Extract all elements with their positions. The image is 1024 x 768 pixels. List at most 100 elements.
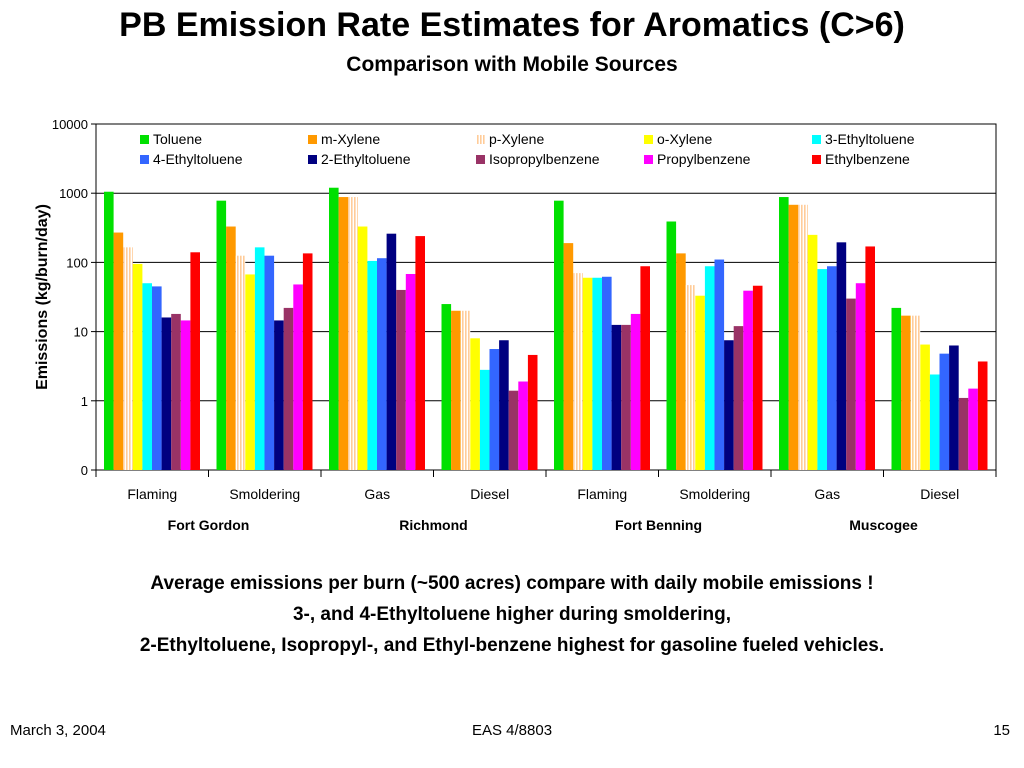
y-tick-label: 10000: [52, 117, 88, 132]
bar: [621, 324, 631, 470]
bar: [910, 315, 921, 470]
bar: [640, 266, 650, 470]
bar: [348, 197, 358, 470]
x-tick-label: Smoldering: [679, 486, 750, 502]
bar: [554, 200, 564, 470]
bar: [827, 266, 837, 470]
bar: [836, 242, 847, 470]
x-tick-label: Flaming: [127, 486, 177, 502]
bar: [441, 304, 452, 470]
bar: [676, 253, 686, 470]
group-label: Fort Gordon: [168, 517, 250, 533]
bar: [666, 221, 677, 470]
bar: [563, 243, 574, 470]
y-tick-label: 1: [81, 394, 88, 409]
legend-label: Toluene: [153, 131, 202, 147]
legend-label: o-Xylene: [657, 131, 712, 147]
x-axis-ticks: Flaming Smoldering Gas Diesel Flaming Smolder…: [95, 470, 997, 533]
note-line: 2-Ethyltoluene, Isopropyl-, and Ethyl-be…: [139, 635, 885, 656]
bar: [180, 320, 191, 470]
bar: [695, 295, 705, 470]
bar: [235, 255, 246, 470]
slide-title: PB Emission Rate Estimates for Aromatics…: [119, 6, 905, 44]
legend-swatch: [308, 155, 317, 164]
legend-label: Propylbenzene: [657, 151, 751, 167]
x-tick-label: Diesel: [470, 486, 509, 502]
bar: [592, 277, 602, 470]
bar: [733, 326, 744, 470]
bar: [920, 344, 930, 470]
bar: [405, 273, 416, 470]
bar: [714, 259, 725, 470]
bar: [377, 258, 387, 470]
bar: [929, 374, 940, 470]
bar: [451, 310, 461, 470]
bar: [724, 340, 734, 470]
bar: [977, 361, 988, 470]
y-axis-label: Emissions (kg/burn/day): [34, 204, 51, 390]
legend-label: Isopropylbenzene: [489, 151, 600, 167]
footer-date: March 3, 2004: [10, 722, 106, 739]
note-line: Average emissions per burn (~500 acres) …: [150, 573, 874, 594]
bar: [226, 226, 236, 470]
x-tick-label: Flaming: [577, 486, 627, 502]
bar: [788, 204, 799, 470]
bar: [958, 397, 969, 470]
bar: [190, 252, 200, 470]
bar: [968, 388, 978, 470]
bar: [817, 269, 827, 470]
bar: [527, 354, 538, 470]
group-label: Muscogee: [849, 517, 918, 533]
bar: [602, 276, 612, 470]
bar: [752, 285, 763, 470]
bar: [891, 307, 902, 470]
legend-label: p-Xylene: [489, 131, 544, 147]
bar: [489, 349, 500, 470]
bar: [245, 274, 255, 470]
footer-page-number: 15: [993, 722, 1010, 739]
bar: [329, 187, 339, 471]
y-axis-ticks: 0 1 10 100 1000 10000: [52, 117, 96, 478]
note-line: 3-, and 4-Ethyltoluene higher during smo…: [292, 604, 732, 625]
bar: [846, 298, 856, 470]
y-tick-label: 10: [74, 325, 88, 340]
bar: [855, 283, 866, 470]
bar: [283, 307, 294, 470]
bar: [779, 197, 789, 470]
notes: Average emissions per burn (~500 acres) …: [0, 568, 1024, 661]
bar: [611, 324, 622, 470]
x-tick-label: Gas: [364, 486, 390, 502]
bar: [274, 320, 284, 470]
bar: [171, 313, 181, 470]
emissions-chart: 0 1 10 100 1000 10000 Flaming Smoldering Gas Die…: [34, 117, 997, 533]
bar: [113, 232, 124, 470]
bar: [132, 263, 143, 470]
bar: [479, 369, 490, 470]
bar: [807, 234, 818, 470]
bar: [367, 260, 377, 470]
bar: [293, 284, 303, 470]
bar: [499, 340, 509, 470]
bar: [302, 253, 313, 470]
legend-swatch: [812, 155, 821, 164]
bar: [470, 338, 480, 470]
bar: [152, 286, 162, 470]
legend-label: Ethylbenzene: [825, 151, 910, 167]
bar: [798, 204, 808, 470]
bar: [582, 277, 593, 470]
bar: [573, 273, 583, 470]
bar: [104, 191, 114, 470]
bar: [396, 289, 406, 470]
bar: [357, 226, 368, 470]
legend-swatch: [812, 135, 821, 144]
legend-swatch: [140, 135, 149, 144]
bar: [142, 283, 152, 470]
bar: [743, 290, 753, 470]
legend: Toluene m-Xylene p-Xylene o-Xylene 3-Ethylto…: [140, 131, 915, 167]
legend-label: m-Xylene: [321, 131, 380, 147]
bar: [939, 353, 950, 470]
bar: [901, 315, 911, 470]
bars: [104, 187, 988, 471]
legend-swatch: [644, 155, 653, 164]
legend-label: 3-Ethyltoluene: [825, 131, 915, 147]
